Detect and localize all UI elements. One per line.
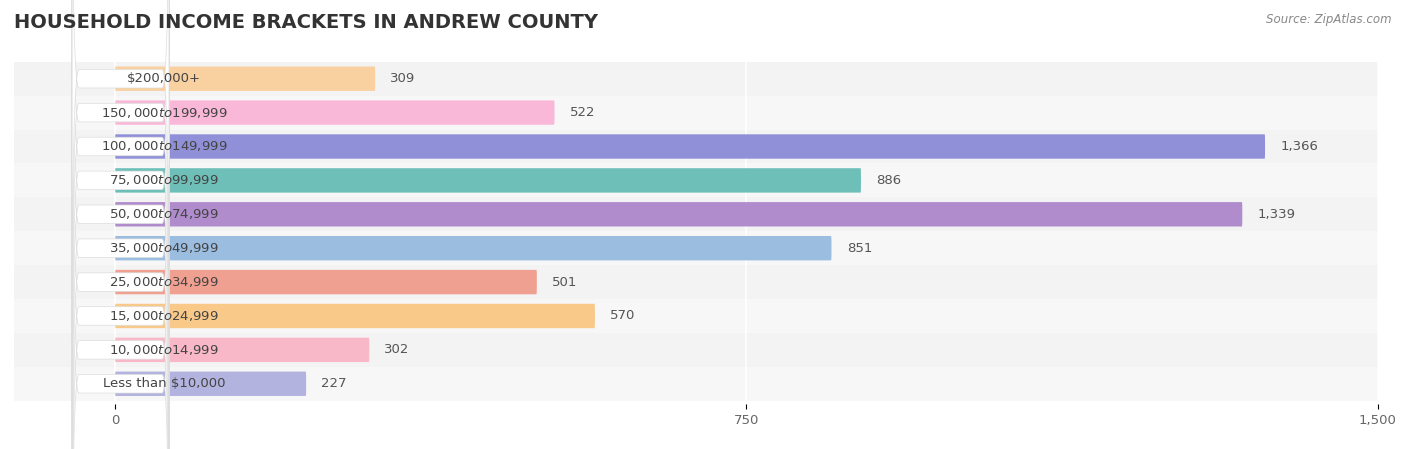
FancyBboxPatch shape xyxy=(72,122,169,449)
Bar xyxy=(14,265,1378,299)
FancyBboxPatch shape xyxy=(72,0,169,449)
FancyBboxPatch shape xyxy=(72,0,169,409)
Text: 227: 227 xyxy=(322,377,347,390)
Text: $10,000 to $14,999: $10,000 to $14,999 xyxy=(110,343,219,357)
Text: $150,000 to $199,999: $150,000 to $199,999 xyxy=(101,106,228,119)
FancyBboxPatch shape xyxy=(115,304,595,328)
Text: 309: 309 xyxy=(391,72,416,85)
Text: $75,000 to $99,999: $75,000 to $99,999 xyxy=(110,173,219,187)
Bar xyxy=(14,231,1378,265)
Text: $200,000+: $200,000+ xyxy=(127,72,201,85)
FancyBboxPatch shape xyxy=(115,372,307,396)
Text: HOUSEHOLD INCOME BRACKETS IN ANDREW COUNTY: HOUSEHOLD INCOME BRACKETS IN ANDREW COUN… xyxy=(14,13,598,32)
Text: 1,339: 1,339 xyxy=(1257,208,1295,221)
Bar xyxy=(14,198,1378,231)
FancyBboxPatch shape xyxy=(115,134,1265,158)
Text: Source: ZipAtlas.com: Source: ZipAtlas.com xyxy=(1267,13,1392,26)
Text: 851: 851 xyxy=(846,242,872,255)
Text: $15,000 to $24,999: $15,000 to $24,999 xyxy=(110,309,219,323)
FancyBboxPatch shape xyxy=(115,202,1243,226)
Text: 1,366: 1,366 xyxy=(1281,140,1317,153)
FancyBboxPatch shape xyxy=(115,338,370,362)
FancyBboxPatch shape xyxy=(115,168,860,193)
Text: 570: 570 xyxy=(610,309,636,322)
FancyBboxPatch shape xyxy=(72,0,169,374)
FancyBboxPatch shape xyxy=(115,270,537,294)
FancyBboxPatch shape xyxy=(72,0,169,449)
FancyBboxPatch shape xyxy=(72,0,169,341)
Text: $100,000 to $149,999: $100,000 to $149,999 xyxy=(101,140,228,154)
Bar xyxy=(14,62,1378,96)
Text: 501: 501 xyxy=(553,276,578,289)
Bar xyxy=(14,163,1378,198)
FancyBboxPatch shape xyxy=(115,66,375,91)
FancyBboxPatch shape xyxy=(72,0,169,442)
Bar xyxy=(14,333,1378,367)
FancyBboxPatch shape xyxy=(115,236,831,260)
Text: $35,000 to $49,999: $35,000 to $49,999 xyxy=(110,241,219,255)
Bar xyxy=(14,299,1378,333)
Bar xyxy=(14,96,1378,130)
FancyBboxPatch shape xyxy=(72,54,169,449)
Bar xyxy=(14,367,1378,401)
Text: 302: 302 xyxy=(384,343,411,357)
Bar xyxy=(14,130,1378,163)
Text: 886: 886 xyxy=(876,174,901,187)
FancyBboxPatch shape xyxy=(72,88,169,449)
Text: 522: 522 xyxy=(569,106,595,119)
Text: $50,000 to $74,999: $50,000 to $74,999 xyxy=(110,207,219,221)
Text: Less than $10,000: Less than $10,000 xyxy=(103,377,225,390)
FancyBboxPatch shape xyxy=(115,101,554,125)
FancyBboxPatch shape xyxy=(72,20,169,449)
Text: $25,000 to $34,999: $25,000 to $34,999 xyxy=(110,275,219,289)
